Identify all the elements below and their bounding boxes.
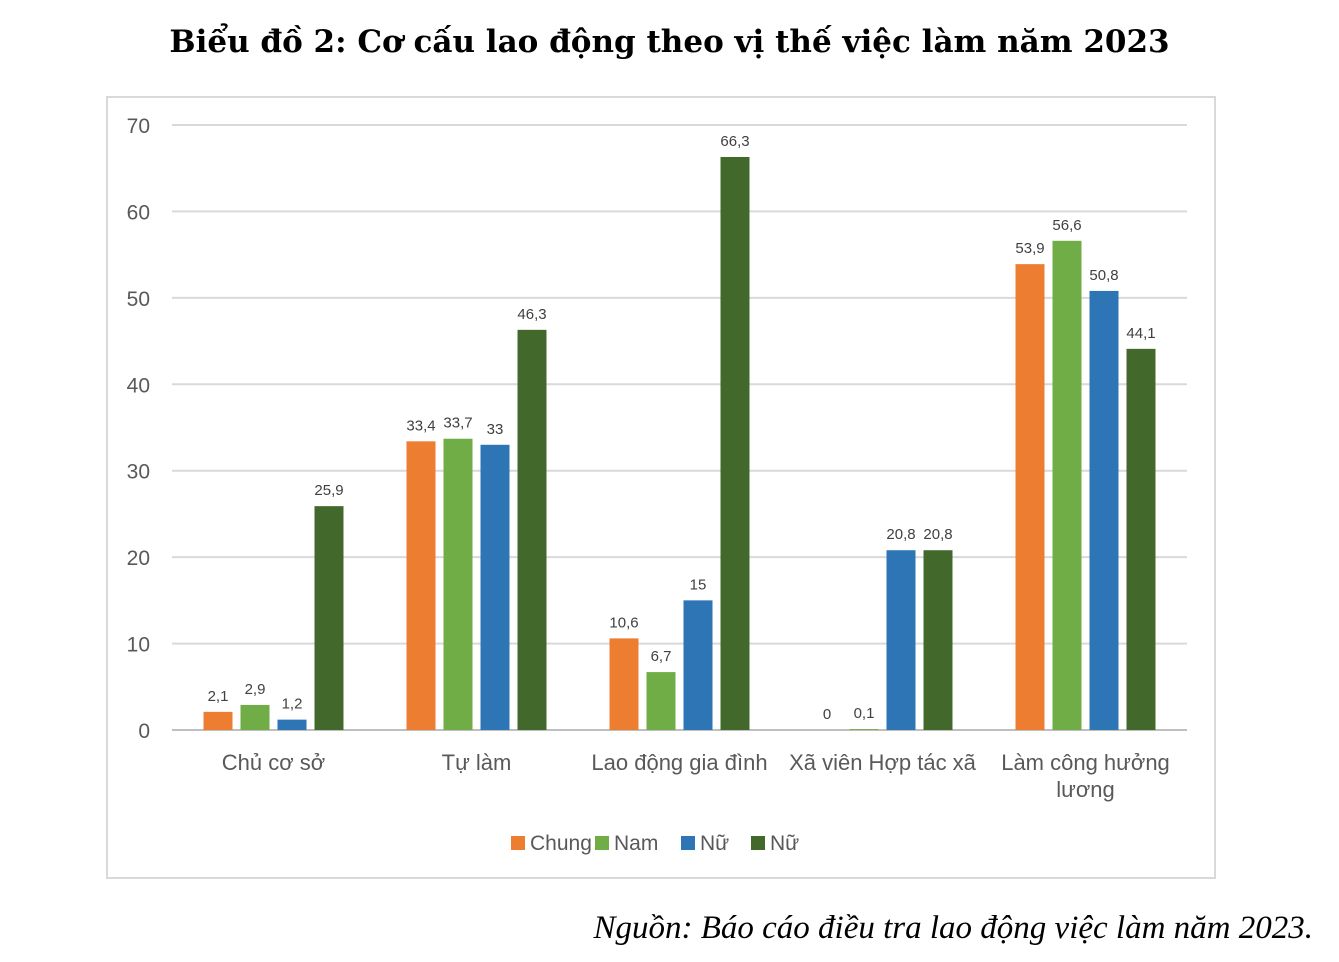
data-label: 44,1 bbox=[1126, 325, 1155, 342]
data-label: 1,2 bbox=[282, 696, 303, 713]
x-tick-label: lương bbox=[1056, 777, 1115, 802]
chart-title: Biểu đồ 2: Cơ cấu lao động theo vị thế v… bbox=[169, 24, 1170, 60]
data-label: 66,3 bbox=[720, 133, 749, 150]
legend-swatch bbox=[751, 836, 765, 850]
bar-3-3 bbox=[683, 600, 713, 730]
legend-swatch bbox=[595, 836, 609, 850]
x-tick-label: Chủ cơ sở bbox=[222, 750, 325, 775]
bar-3-1 bbox=[277, 719, 307, 730]
bar-2-4 bbox=[849, 729, 879, 730]
x-axis-ticks: Chủ cơ sở Tự làm Lao động gia đình Xã viên … bbox=[222, 750, 1170, 802]
data-label: 50,8 bbox=[1089, 267, 1118, 284]
data-label: 33,4 bbox=[406, 417, 435, 434]
bar-4-1 bbox=[314, 506, 344, 730]
data-label: 6,7 bbox=[651, 648, 672, 665]
y-axis-ticks: 0 10 20 30 40 50 60 70 bbox=[127, 115, 150, 743]
data-label: 33,7 bbox=[443, 415, 472, 432]
bar-4-3 bbox=[720, 156, 750, 730]
bar-1-5 bbox=[1015, 264, 1045, 730]
data-label: 46,3 bbox=[517, 306, 546, 323]
legend: Chung Nam Nữ Nữ bbox=[511, 832, 799, 855]
bar-1-3 bbox=[609, 638, 639, 730]
x-tick-label: Lao động gia đình bbox=[591, 750, 767, 775]
data-label: 2,9 bbox=[245, 681, 266, 698]
data-label: 20,8 bbox=[923, 526, 952, 543]
x-tick-label: Tự làm bbox=[442, 750, 512, 775]
x-tick-label: Xã viên Hợp tác xã bbox=[789, 750, 977, 775]
bar-4-5 bbox=[1126, 348, 1156, 730]
y-tick-label: 70 bbox=[127, 115, 150, 138]
bar-2-2 bbox=[443, 438, 473, 730]
bar-4-4 bbox=[923, 550, 953, 730]
bar-3-4 bbox=[886, 550, 916, 730]
data-label: 10,6 bbox=[609, 614, 638, 631]
data-label: 15 bbox=[690, 576, 707, 593]
data-label: 33 bbox=[487, 421, 504, 438]
legend-label: Nữ bbox=[700, 832, 729, 855]
x-tick-label: Làm công hưởng bbox=[1001, 750, 1170, 775]
legend-swatch bbox=[511, 836, 525, 850]
bars bbox=[203, 156, 1156, 731]
y-tick-label: 0 bbox=[138, 720, 150, 743]
legend-label: Nam bbox=[614, 832, 658, 855]
data-label: 20,8 bbox=[886, 526, 915, 543]
data-label: 56,6 bbox=[1052, 217, 1081, 234]
y-tick-label: 30 bbox=[127, 461, 150, 484]
bar-3-2 bbox=[480, 444, 510, 730]
data-labels: 2,1 2,9 1,2 25,9 33,4 33,7 33 46,3 10,6 6,7 15 66,3… bbox=[208, 133, 1156, 723]
legend-label: Chung bbox=[530, 832, 592, 855]
y-tick-label: 60 bbox=[127, 201, 150, 224]
bar-1-2 bbox=[406, 441, 436, 730]
source-note: Nguồn: Báo cáo điều tra lao động việc là… bbox=[593, 910, 1314, 946]
bar-4-2 bbox=[517, 329, 547, 730]
y-tick-label: 20 bbox=[127, 547, 150, 570]
y-tick-label: 50 bbox=[127, 288, 150, 311]
bar-1-1 bbox=[203, 711, 233, 730]
legend-swatch bbox=[681, 836, 695, 850]
bar-2-3 bbox=[646, 672, 676, 730]
bar-2-5 bbox=[1052, 240, 1082, 731]
y-tick-label: 10 bbox=[127, 634, 150, 657]
legend-label: Nữ bbox=[770, 832, 799, 855]
data-label: 0 bbox=[823, 706, 831, 723]
data-label: 25,9 bbox=[314, 482, 343, 499]
y-tick-label: 40 bbox=[127, 374, 150, 397]
data-label: 53,9 bbox=[1015, 240, 1044, 257]
bar-2-1 bbox=[240, 704, 270, 730]
chart-frame bbox=[106, 96, 1216, 879]
data-label: 0,1 bbox=[854, 705, 875, 722]
data-label: 2,1 bbox=[208, 688, 229, 705]
bar-3-5 bbox=[1089, 290, 1119, 730]
